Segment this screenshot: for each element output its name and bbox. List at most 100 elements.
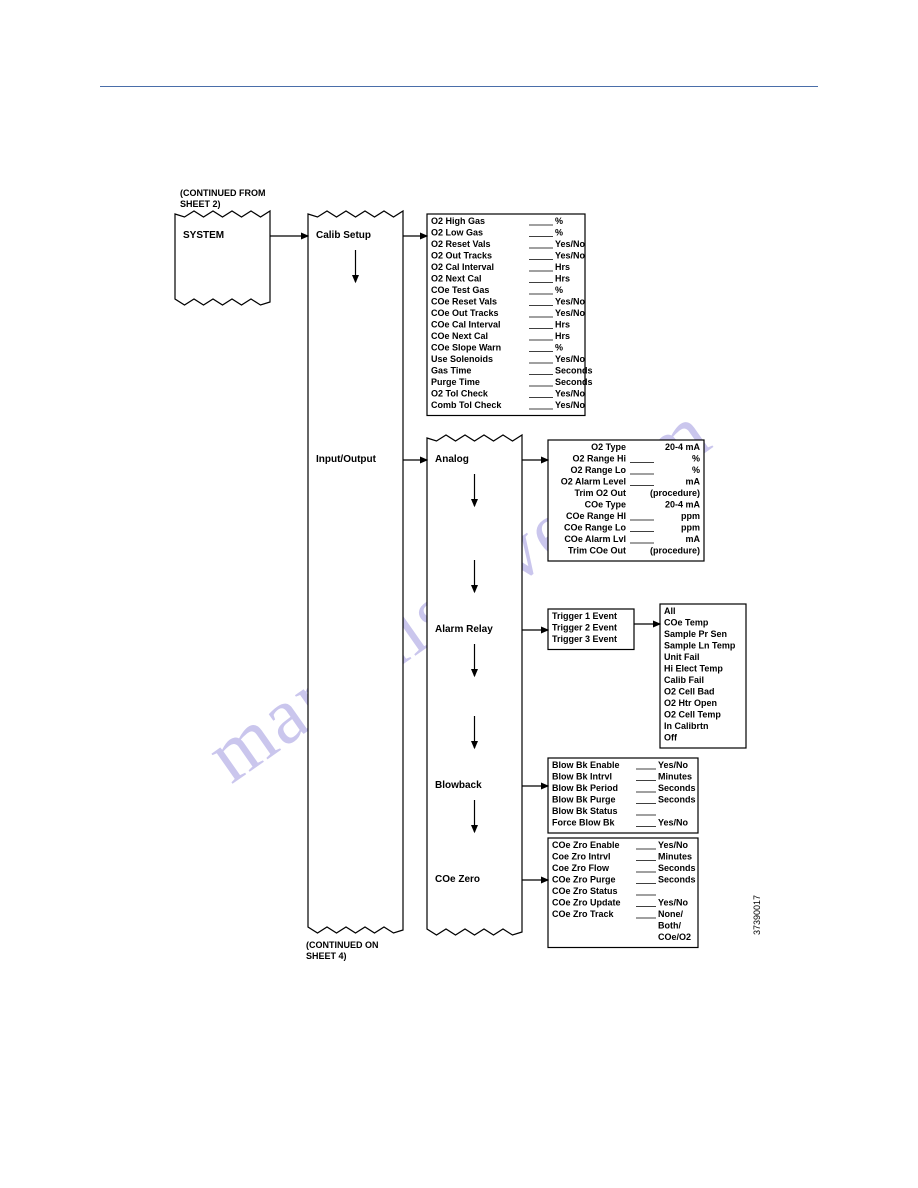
svg-text:COe Type: COe Type [585,500,626,510]
svg-text:COe Slope Warn: COe Slope Warn [431,343,501,353]
svg-text:%: % [555,216,563,226]
svg-text:Purge Time: Purge Time [431,377,480,387]
svg-text:COe Zero: COe Zero [435,874,480,885]
svg-text:Blowback: Blowback [435,780,482,791]
svg-text:Blow Bk Enable: Blow Bk Enable [552,760,620,770]
svg-text:O2 Range Hi: O2 Range Hi [572,454,626,464]
svg-text:Coe Zro Flow: Coe Zro Flow [552,863,610,873]
svg-text:Blow Bk Status: Blow Bk Status [552,806,618,816]
svg-text:Both/: Both/ [658,921,681,931]
svg-text:Blow Bk Period: Blow Bk Period [552,783,618,793]
svg-text:O2 Next Cal: O2 Next Cal [431,274,482,284]
svg-text:O2 High Gas: O2 High Gas [431,216,485,226]
svg-text:COe Cal Interval: COe Cal Interval [431,320,501,330]
svg-text:COe/O2: COe/O2 [658,932,691,942]
svg-text:Minutes: Minutes [658,772,692,782]
svg-text:Analog: Analog [435,454,469,465]
svg-text:Yes/No: Yes/No [555,297,586,307]
svg-text:COe Zro Status: COe Zro Status [552,886,618,896]
svg-text:COe Next Cal: COe Next Cal [431,331,488,341]
svg-text:Minutes: Minutes [658,852,692,862]
svg-text:O2 Reset Vals: O2 Reset Vals [431,239,491,249]
svg-text:COe Zro Update: COe Zro Update [552,898,621,908]
svg-text:COe Alarm Lvl: COe Alarm Lvl [564,534,626,544]
svg-text:Yes/No: Yes/No [555,400,586,410]
svg-text:Use Solenoids: Use Solenoids [431,354,493,364]
svg-text:COe Test Gas: COe Test Gas [431,285,489,295]
svg-text:%: % [555,228,563,238]
svg-text:Trim O2 Out: Trim O2 Out [574,488,626,498]
svg-text:SYSTEM: SYSTEM [183,230,224,241]
svg-text:In Calibrtn: In Calibrtn [664,721,709,731]
svg-text:Calib Fail: Calib Fail [664,675,704,685]
svg-text:None/: None/ [658,909,684,919]
svg-text:Hrs: Hrs [555,262,570,272]
svg-text:O2 Low Gas: O2 Low Gas [431,228,483,238]
svg-text:ppm: ppm [681,523,700,533]
svg-text:Yes/No: Yes/No [555,354,586,364]
svg-text:Trim COe Out: Trim COe Out [568,546,626,556]
svg-text:O2 Cell Bad: O2 Cell Bad [664,687,715,697]
svg-text:COe Zro Purge: COe Zro Purge [552,875,616,885]
svg-text:Comb Tol Check: Comb Tol Check [431,400,502,410]
svg-text:COe Zro Enable: COe Zro Enable [552,840,620,850]
svg-text:Seconds: Seconds [555,377,593,387]
svg-text:(CONTINUED FROM: (CONTINUED FROM [180,188,266,198]
svg-text:O2 Type: O2 Type [591,442,626,452]
svg-text:(procedure): (procedure) [650,546,700,556]
svg-text:SHEET 4): SHEET 4) [306,951,347,961]
svg-text:O2 Range Lo: O2 Range Lo [570,465,626,475]
flow-diagram: SYSTEM (CONTINUED FROMSHEET 2) Calib Setup… [0,0,918,1188]
svg-text:mA: mA [685,534,700,544]
svg-text:Hi Elect Temp: Hi Elect Temp [664,664,723,674]
svg-text:Yes/No: Yes/No [658,898,689,908]
svg-text:Unit Fail: Unit Fail [664,652,700,662]
svg-text:Calib Setup: Calib Setup [316,230,371,241]
svg-text:Seconds: Seconds [658,795,696,805]
svg-text:O2 Tol Check: O2 Tol Check [431,389,489,399]
svg-text:Blow Bk Intrvl: Blow Bk Intrvl [552,772,612,782]
svg-text:Seconds: Seconds [658,863,696,873]
svg-text:20-4 mA: 20-4 mA [665,442,701,452]
svg-text:Yes/No: Yes/No [555,251,586,261]
svg-text:Hrs: Hrs [555,331,570,341]
svg-text:Alarm Relay: Alarm Relay [435,624,493,635]
svg-text:%: % [555,343,563,353]
svg-text:Off: Off [664,733,678,743]
svg-text:(CONTINUED ON: (CONTINUED ON [306,940,379,950]
svg-text:37390017: 37390017 [752,895,762,935]
svg-text:Sample Pr Sen: Sample Pr Sen [664,629,727,639]
svg-text:Sample Ln Temp: Sample Ln Temp [664,641,736,651]
svg-text:O2 Htr Open: O2 Htr Open [664,698,717,708]
svg-text:COe Zro Track: COe Zro Track [552,909,615,919]
svg-text:Yes/No: Yes/No [555,389,586,399]
svg-text:O2 Out Tracks: O2 Out Tracks [431,251,492,261]
svg-text:(procedure): (procedure) [650,488,700,498]
svg-text:O2 Cal Interval: O2 Cal Interval [431,262,494,272]
svg-text:Trigger 2 Event: Trigger 2 Event [552,623,617,633]
svg-text:Coe Zro Intrvl: Coe Zro Intrvl [552,852,611,862]
svg-text:Yes/No: Yes/No [555,239,586,249]
svg-text:Force Blow Bk: Force Blow Bk [552,818,616,828]
svg-text:ppm: ppm [681,511,700,521]
svg-text:O2 Cell Temp: O2 Cell Temp [664,710,721,720]
svg-text:COe Out Tracks: COe Out Tracks [431,308,499,318]
svg-text:20-4 mA: 20-4 mA [665,500,701,510]
svg-text:mA: mA [685,477,700,487]
svg-text:COe Range HI: COe Range HI [566,511,626,521]
svg-text:COe Reset Vals: COe Reset Vals [431,297,497,307]
svg-text:COe Range Lo: COe Range Lo [564,523,627,533]
svg-text:Seconds: Seconds [555,366,593,376]
svg-text:%: % [692,454,700,464]
svg-text:Blow Bk Purge: Blow Bk Purge [552,795,616,805]
svg-text:Yes/No: Yes/No [658,818,689,828]
svg-text:COe Temp: COe Temp [664,618,709,628]
svg-text:Seconds: Seconds [658,875,696,885]
svg-text:O2 Alarm Level: O2 Alarm Level [561,477,626,487]
svg-text:Gas Time: Gas Time [431,366,471,376]
svg-text:Trigger 3 Event: Trigger 3 Event [552,634,617,644]
svg-text:Yes/No: Yes/No [658,840,689,850]
svg-text:SHEET 2): SHEET 2) [180,199,221,209]
svg-text:%: % [555,285,563,295]
svg-text:Input/Output: Input/Output [316,454,377,465]
